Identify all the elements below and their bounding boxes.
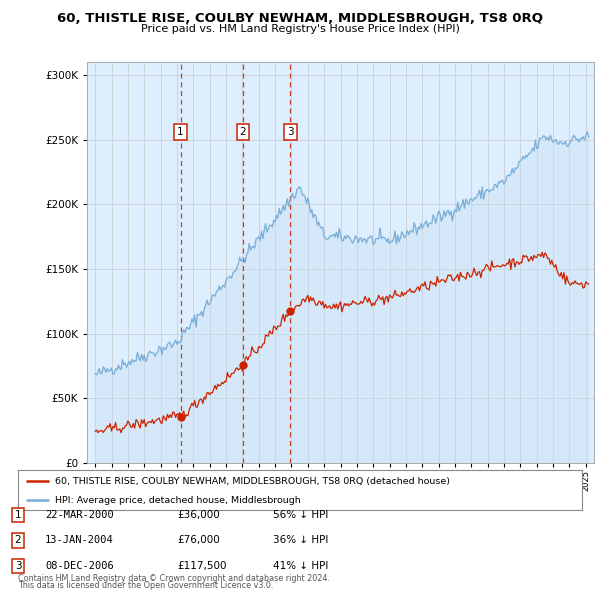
Text: 36% ↓ HPI: 36% ↓ HPI [273, 536, 328, 545]
Text: 1: 1 [14, 510, 22, 520]
Text: 41% ↓ HPI: 41% ↓ HPI [273, 561, 328, 571]
Text: 2: 2 [240, 127, 247, 137]
Text: 22-MAR-2000: 22-MAR-2000 [45, 510, 114, 520]
Text: £117,500: £117,500 [177, 561, 227, 571]
Text: HPI: Average price, detached house, Middlesbrough: HPI: Average price, detached house, Midd… [55, 496, 301, 505]
Text: 60, THISTLE RISE, COULBY NEWHAM, MIDDLESBROUGH, TS8 0RQ: 60, THISTLE RISE, COULBY NEWHAM, MIDDLES… [57, 12, 543, 25]
Text: £76,000: £76,000 [177, 536, 220, 545]
Text: 13-JAN-2004: 13-JAN-2004 [45, 536, 114, 545]
Text: 2: 2 [14, 536, 22, 545]
Text: 3: 3 [14, 561, 22, 571]
Text: Contains HM Land Registry data © Crown copyright and database right 2024.: Contains HM Land Registry data © Crown c… [18, 573, 330, 583]
Text: £36,000: £36,000 [177, 510, 220, 520]
Text: 60, THISTLE RISE, COULBY NEWHAM, MIDDLESBROUGH, TS8 0RQ (detached house): 60, THISTLE RISE, COULBY NEWHAM, MIDDLES… [55, 477, 449, 486]
Text: 08-DEC-2006: 08-DEC-2006 [45, 561, 114, 571]
Text: 56% ↓ HPI: 56% ↓ HPI [273, 510, 328, 520]
Text: This data is licensed under the Open Government Licence v3.0.: This data is licensed under the Open Gov… [18, 581, 274, 590]
Text: 3: 3 [287, 127, 293, 137]
Text: 1: 1 [177, 127, 184, 137]
Text: Price paid vs. HM Land Registry's House Price Index (HPI): Price paid vs. HM Land Registry's House … [140, 24, 460, 34]
